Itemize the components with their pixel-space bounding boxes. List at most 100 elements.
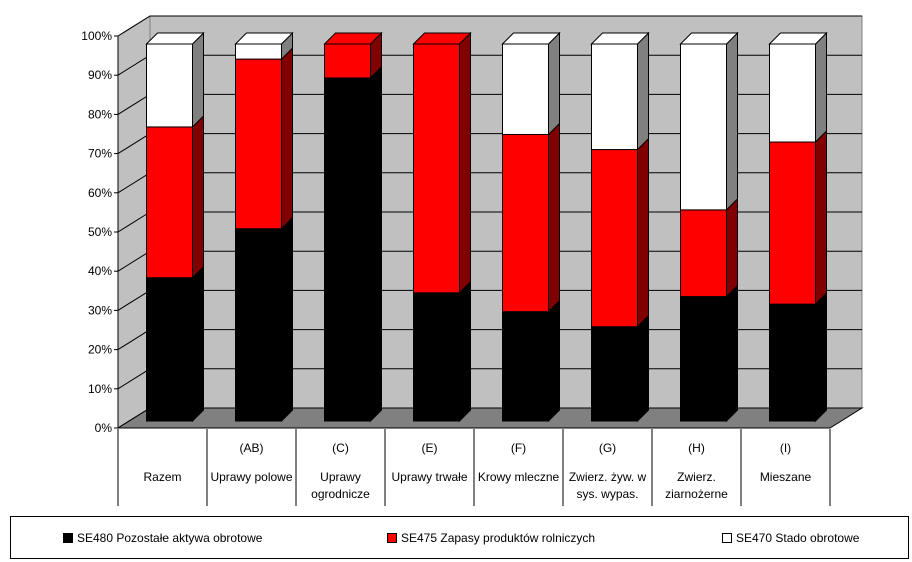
y-axis: 0% 10% 20% 30% 40% 50% 60% 70% 80% 90% 100% (81, 29, 119, 435)
bar-segment-front (680, 296, 727, 422)
legend-swatch-red (387, 533, 397, 543)
category-label: (F) (511, 441, 526, 455)
category-label: (H) (688, 441, 705, 455)
bar-segment-front (235, 43, 282, 60)
bar-segment-side (815, 129, 827, 306)
bar-segment-side (548, 31, 560, 136)
bar-segment-front (502, 43, 549, 135)
gridline-diagonal (117, 329, 151, 351)
bar-segment-front (591, 149, 638, 328)
bar-segment-side (637, 31, 649, 151)
bar-segment-front (502, 133, 549, 313)
category-label: (E) (422, 441, 438, 455)
y-tick-label: 40% (88, 264, 112, 278)
y-tick-label: 50% (88, 225, 112, 239)
bar-segment-front (413, 43, 460, 294)
gridline-diagonal (117, 368, 151, 390)
gridline-diagonal (117, 211, 151, 233)
legend-label: SE470 Stado obrotowe (736, 531, 860, 545)
bar-segment-side (548, 122, 560, 313)
legend-label: SE475 Zapasy produktów rolniczych (401, 531, 596, 545)
bar-segment-side (281, 216, 293, 423)
y-tick-label: 90% (88, 68, 112, 82)
bar-segment-side (726, 31, 738, 212)
bar-top (412, 32, 472, 45)
category-label: Mieszane (760, 470, 812, 484)
bar-segment-front (591, 43, 638, 151)
bar-top (590, 32, 650, 45)
legend: SE480 Pozostałe aktywa obrotowe SE475 Za… (10, 516, 909, 559)
bar-top (323, 32, 383, 45)
y-tick-label: 20% (88, 343, 112, 357)
bar-segment-side (637, 137, 649, 328)
category-label: (I) (780, 441, 791, 455)
category-label: (C) (332, 441, 349, 455)
bar-segment-front (769, 303, 816, 422)
category-label: Zwierz. (677, 470, 716, 484)
bar-top (145, 32, 205, 45)
bar-segment-side (548, 299, 560, 423)
bar-segment-front (680, 43, 727, 211)
bar-segment-side (459, 280, 471, 423)
gridline-diagonal (117, 133, 151, 155)
category-label: ziarnożerne (665, 487, 728, 501)
category-label: sys. wypas. (576, 487, 638, 501)
bar-segment-side (815, 291, 827, 423)
gridline-diagonal (117, 250, 151, 272)
bar-segment-side (815, 31, 827, 144)
category-label: (G) (599, 441, 616, 455)
floor-plane (116, 407, 864, 429)
legend-item-se470: SE470 Stado obrotowe (722, 531, 859, 545)
bar-segment-front (324, 43, 371, 79)
y-tick-label: 60% (88, 186, 112, 200)
bar-segment-front (413, 292, 460, 422)
bar-segment-front (769, 43, 816, 143)
bar-segment-side (726, 197, 738, 298)
bar-segment-front (591, 326, 638, 422)
bar-segment-side (459, 31, 471, 295)
category-label: Krowy mleczne (478, 470, 560, 484)
y-tick-label: 10% (88, 382, 112, 396)
category-label: Zwierz. żyw. w (569, 470, 647, 484)
legend-label: SE480 Pozostałe aktywa obrotowe (77, 531, 263, 545)
chart-back-wall (117, 15, 863, 429)
gridline-diagonal (117, 54, 151, 76)
gridline-diagonal (117, 15, 151, 37)
category-label: ogrodnicze (311, 487, 370, 501)
category-label: Uprawy polowe (210, 470, 292, 484)
bar-segment-side (281, 46, 293, 230)
legend-swatch-black (63, 533, 73, 543)
bar-top (768, 32, 828, 45)
bar-segment-side (192, 114, 204, 279)
bar-segment-front (146, 277, 193, 422)
legend-swatch-white (722, 533, 732, 543)
bar-top (234, 32, 294, 45)
legend-item-se475: SE475 Zapasy produktów rolniczych (387, 531, 595, 545)
y-tick-label: 100% (81, 29, 112, 43)
bar-segment-front (680, 209, 727, 298)
bar-segment-side (192, 265, 204, 423)
bar-top (679, 32, 739, 45)
bar-segment-front (324, 77, 371, 422)
bar-top (501, 32, 561, 45)
bar-segment-front (235, 228, 282, 422)
category-label: Razem (143, 470, 181, 484)
legend-item-se480: SE480 Pozostałe aktywa obrotowe (63, 531, 262, 545)
bar-segment-front (235, 58, 282, 230)
category-label: Uprawy trwałe (391, 470, 467, 484)
category-label-grid: Razem (AB) Uprawy polowe (C) Uprawy ogrodnicz… (117, 429, 831, 506)
category-label: Uprawy (320, 470, 361, 484)
y-tick-label: 80% (88, 107, 112, 121)
y-tick-label: 30% (88, 303, 112, 317)
chart-floor (116, 407, 864, 429)
gridline-diagonal (117, 93, 151, 115)
y-tick-label: 70% (88, 147, 112, 161)
y-tick-label: 0% (95, 421, 113, 435)
bar-segment-front (502, 311, 549, 422)
bar-group (145, 31, 828, 423)
bar-segment-front (146, 126, 193, 279)
gridline-diagonal (117, 289, 151, 311)
category-label: (AB) (240, 441, 264, 455)
bar-segment-side (637, 314, 649, 423)
bar-segment-side (370, 65, 382, 423)
